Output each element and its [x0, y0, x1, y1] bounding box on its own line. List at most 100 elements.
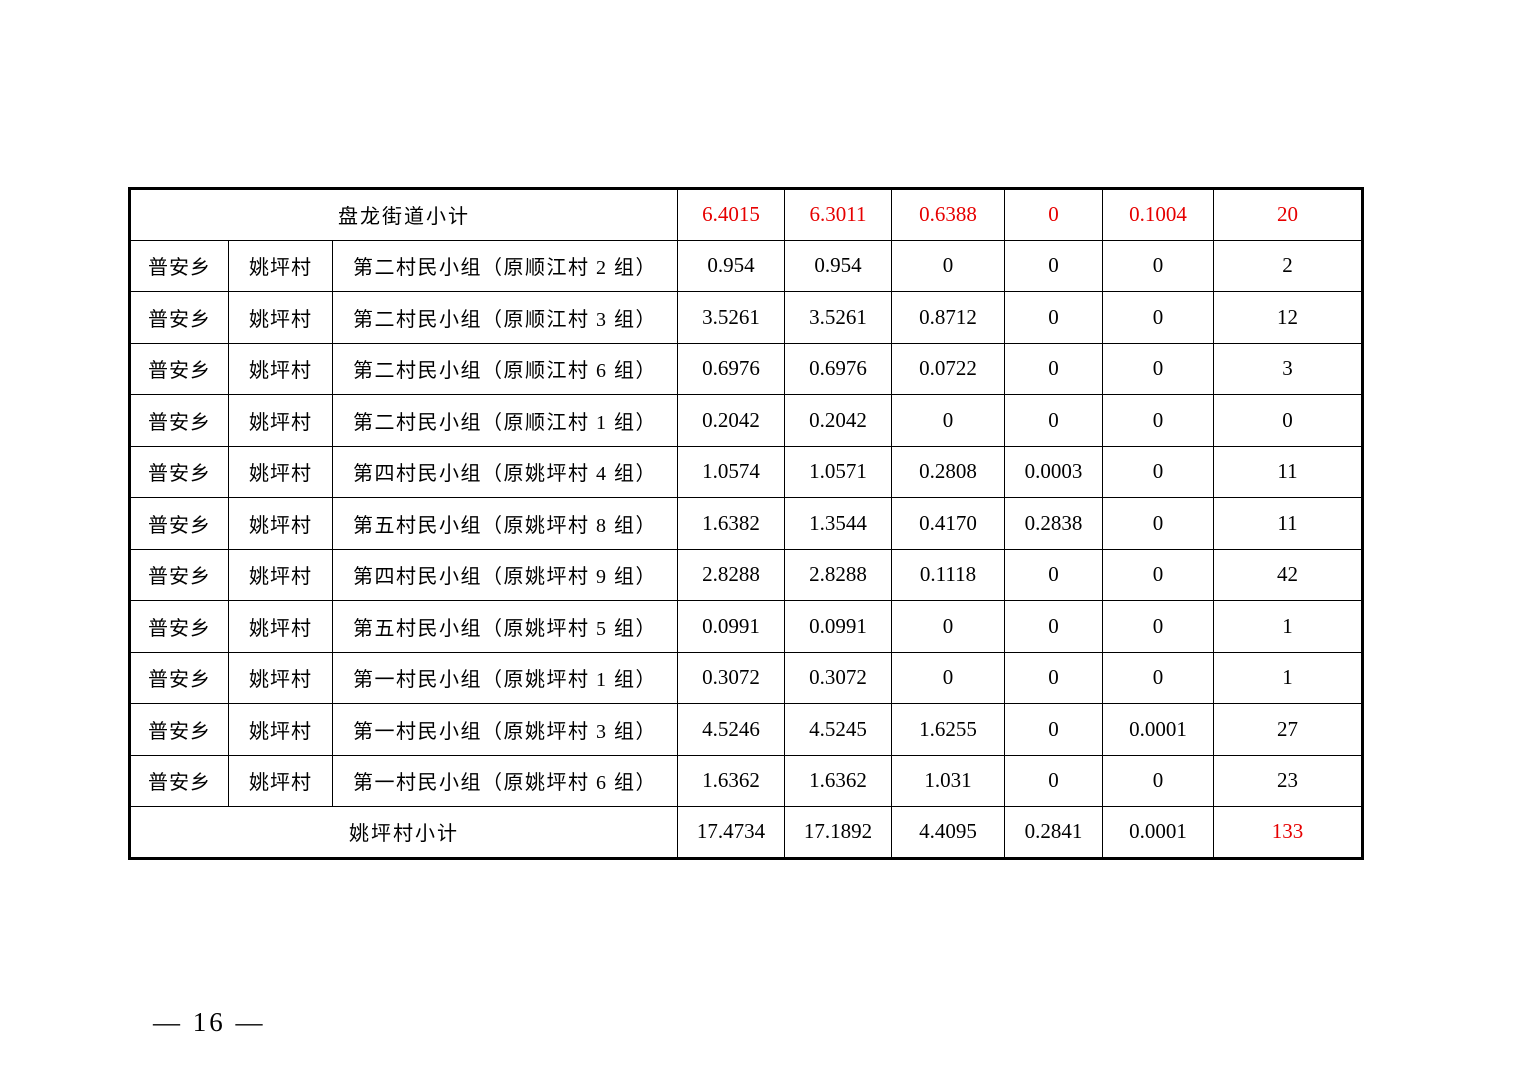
township-cell: 普安乡	[129, 342, 229, 395]
value-cell: 0.954	[677, 239, 785, 292]
village-group-row: 普安乡 姚坪村 第一村民小组（原姚坪村 3 组） 4.5246 4.5245 1…	[129, 703, 1363, 756]
village-group-row: 普安乡 姚坪村 第二村民小组（原顺江村 6 组） 0.6976 0.6976 0…	[129, 342, 1363, 395]
value-cell: 0	[1213, 394, 1363, 447]
value-cell: 0	[1004, 651, 1103, 704]
value-cell: 23	[1213, 754, 1363, 807]
group-cell: 第四村民小组（原姚坪村 9 组）	[332, 548, 678, 601]
township-cell: 普安乡	[129, 651, 229, 704]
group-cell: 第四村民小组（原姚坪村 4 组）	[332, 445, 678, 498]
value-cell: 0	[1004, 394, 1103, 447]
group-cell: 第二村民小组（原顺江村 6 组）	[332, 342, 678, 395]
subtotal-label-panlong: 盘龙街道小计	[129, 188, 678, 241]
value-cell: 0	[1102, 651, 1214, 704]
subtotal-value-cell: 133	[1213, 806, 1363, 859]
value-cell: 0	[1102, 342, 1214, 395]
village-cell: 姚坪村	[228, 600, 333, 653]
value-cell: 0.4170	[891, 497, 1005, 550]
village-cell: 姚坪村	[228, 291, 333, 344]
value-cell: 0	[1004, 342, 1103, 395]
value-cell: 1.6362	[784, 754, 892, 807]
value-cell: 42	[1213, 548, 1363, 601]
township-cell: 普安乡	[129, 394, 229, 447]
village-cell: 姚坪村	[228, 497, 333, 550]
value-cell: 0.0991	[784, 600, 892, 653]
village-group-row: 普安乡 姚坪村 第二村民小组（原顺江村 3 组） 3.5261 3.5261 0…	[129, 291, 1363, 344]
value-cell: 0	[891, 651, 1005, 704]
township-cell: 普安乡	[129, 291, 229, 344]
value-cell: 0.0991	[677, 600, 785, 653]
value-cell: 0.2808	[891, 445, 1005, 498]
township-cell: 普安乡	[129, 754, 229, 807]
value-cell: 0	[1102, 754, 1214, 807]
value-cell: 3.5261	[677, 291, 785, 344]
value-cell: 0.2042	[677, 394, 785, 447]
subtotal-value-cell: 0	[1004, 188, 1103, 241]
village-group-row: 普安乡 姚坪村 第四村民小组（原姚坪村 4 组） 1.0574 1.0571 0…	[129, 445, 1363, 498]
village-group-row: 普安乡 姚坪村 第二村民小组（原顺江村 1 组） 0.2042 0.2042 0…	[129, 394, 1363, 447]
value-cell: 4.5245	[784, 703, 892, 756]
value-cell: 0	[891, 239, 1005, 292]
value-cell: 27	[1213, 703, 1363, 756]
subtotal-value-cell: 0.2841	[1004, 806, 1103, 859]
group-cell: 第二村民小组（原顺江村 3 组）	[332, 291, 678, 344]
value-cell: 0	[1004, 600, 1103, 653]
village-cell: 姚坪村	[228, 342, 333, 395]
value-cell: 2	[1213, 239, 1363, 292]
value-cell: 11	[1213, 445, 1363, 498]
village-cell: 姚坪村	[228, 394, 333, 447]
value-cell: 0	[1102, 600, 1214, 653]
value-cell: 2.8288	[677, 548, 785, 601]
group-cell: 第五村民小组（原姚坪村 5 组）	[332, 600, 678, 653]
value-cell: 3.5261	[784, 291, 892, 344]
value-cell: 1.031	[891, 754, 1005, 807]
value-cell: 0.954	[784, 239, 892, 292]
subtotal-row-panlong: 盘龙街道小计 6.4015 6.3011 0.6388 0 0.1004 20	[129, 188, 1363, 241]
value-cell: 0	[1004, 754, 1103, 807]
group-cell: 第一村民小组（原姚坪村 3 组）	[332, 703, 678, 756]
subtotal-row-yaoping: 姚坪村小计 17.4734 17.1892 4.4095 0.2841 0.00…	[129, 806, 1363, 859]
value-cell: 4.5246	[677, 703, 785, 756]
group-cell: 第二村民小组（原顺江村 2 组）	[332, 239, 678, 292]
value-cell: 1.0574	[677, 445, 785, 498]
village-group-row: 普安乡 姚坪村 第四村民小组（原姚坪村 9 组） 2.8288 2.8288 0…	[129, 548, 1363, 601]
value-cell: 1.6382	[677, 497, 785, 550]
land-allocation-table: 盘龙街道小计 6.4015 6.3011 0.6388 0 0.1004 20 …	[128, 187, 1364, 860]
group-cell: 第二村民小组（原顺江村 1 组）	[332, 394, 678, 447]
group-cell: 第一村民小组（原姚坪村 6 组）	[332, 754, 678, 807]
subtotal-value-cell: 0.6388	[891, 188, 1005, 241]
value-cell: 0.0003	[1004, 445, 1103, 498]
value-cell: 0	[1102, 548, 1214, 601]
subtotal-value-cell: 17.1892	[784, 806, 892, 859]
village-cell: 姚坪村	[228, 548, 333, 601]
village-cell: 姚坪村	[228, 445, 333, 498]
value-cell: 0	[1102, 291, 1214, 344]
value-cell: 1	[1213, 651, 1363, 704]
subtotal-value-cell: 17.4734	[677, 806, 785, 859]
village-group-row: 普安乡 姚坪村 第五村民小组（原姚坪村 5 组） 0.0991 0.0991 0…	[129, 600, 1363, 653]
value-cell: 1.6255	[891, 703, 1005, 756]
value-cell: 0	[1004, 548, 1103, 601]
group-cell: 第五村民小组（原姚坪村 8 组）	[332, 497, 678, 550]
value-cell: 0.2042	[784, 394, 892, 447]
subtotal-value-cell: 6.3011	[784, 188, 892, 241]
value-cell: 0	[1004, 703, 1103, 756]
subtotal-label-yaoping: 姚坪村小计	[129, 806, 678, 859]
village-cell: 姚坪村	[228, 651, 333, 704]
value-cell: 1.0571	[784, 445, 892, 498]
village-group-row: 普安乡 姚坪村 第五村民小组（原姚坪村 8 组） 1.6382 1.3544 0…	[129, 497, 1363, 550]
village-group-row: 普安乡 姚坪村 第二村民小组（原顺江村 2 组） 0.954 0.954 0 0…	[129, 239, 1363, 292]
village-cell: 姚坪村	[228, 239, 333, 292]
value-cell: 1	[1213, 600, 1363, 653]
township-cell: 普安乡	[129, 239, 229, 292]
subtotal-value-cell: 4.4095	[891, 806, 1005, 859]
township-cell: 普安乡	[129, 548, 229, 601]
township-cell: 普安乡	[129, 445, 229, 498]
value-cell: 0	[891, 600, 1005, 653]
value-cell: 11	[1213, 497, 1363, 550]
village-group-row: 普安乡 姚坪村 第一村民小组（原姚坪村 6 组） 1.6362 1.6362 1…	[129, 754, 1363, 807]
group-cell: 第一村民小组（原姚坪村 1 组）	[332, 651, 678, 704]
value-cell: 0.6976	[677, 342, 785, 395]
value-cell: 0	[891, 394, 1005, 447]
township-cell: 普安乡	[129, 703, 229, 756]
